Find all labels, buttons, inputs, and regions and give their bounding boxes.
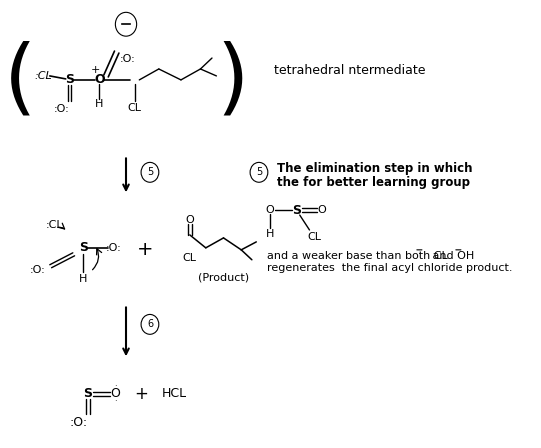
Text: H: H — [95, 99, 104, 109]
Text: (Product): (Product) — [198, 273, 249, 283]
Text: :O:: :O: — [120, 54, 136, 64]
Text: 5: 5 — [256, 167, 262, 177]
Text: +: + — [91, 65, 101, 75]
Text: the for better learning group: the for better learning group — [276, 176, 470, 189]
Text: S: S — [65, 73, 74, 86]
Text: S: S — [79, 241, 88, 254]
Text: :O:: :O: — [30, 265, 45, 275]
Text: tetrahedral ntermediate: tetrahedral ntermediate — [274, 65, 426, 78]
Text: O: O — [186, 215, 194, 225]
Text: CL: CL — [128, 103, 142, 113]
Text: and a weaker base than both CL: and a weaker base than both CL — [267, 251, 448, 261]
Text: 6: 6 — [147, 319, 153, 329]
Text: (: ( — [3, 40, 36, 121]
Text: O: O — [94, 73, 105, 86]
Text: ): ) — [216, 40, 249, 121]
Text: :O:: :O: — [69, 416, 87, 429]
Text: +: + — [137, 240, 154, 259]
Text: ·: · — [114, 382, 117, 391]
Text: CL: CL — [183, 253, 197, 263]
Text: :CL: :CL — [46, 220, 64, 230]
Text: and OH: and OH — [429, 251, 474, 261]
Text: HCL: HCL — [161, 388, 187, 401]
Text: CL: CL — [307, 232, 321, 242]
Text: regenerates  the final acyl chloride product.: regenerates the final acyl chloride prod… — [267, 263, 512, 273]
Text: +: + — [134, 385, 148, 403]
Text: The elimination step in which: The elimination step in which — [276, 162, 472, 175]
Text: O: O — [318, 205, 326, 215]
Text: O: O — [265, 205, 274, 215]
Text: S: S — [83, 388, 93, 401]
Text: O: O — [110, 388, 120, 401]
Text: :O:: :O: — [105, 243, 122, 253]
Text: 5: 5 — [147, 167, 153, 177]
Text: ·: · — [114, 397, 117, 406]
Text: H: H — [80, 274, 88, 284]
Text: :O:: :O: — [54, 104, 69, 114]
Text: S: S — [292, 203, 301, 216]
Text: :CL: :CL — [35, 71, 52, 81]
Text: H: H — [266, 229, 274, 239]
